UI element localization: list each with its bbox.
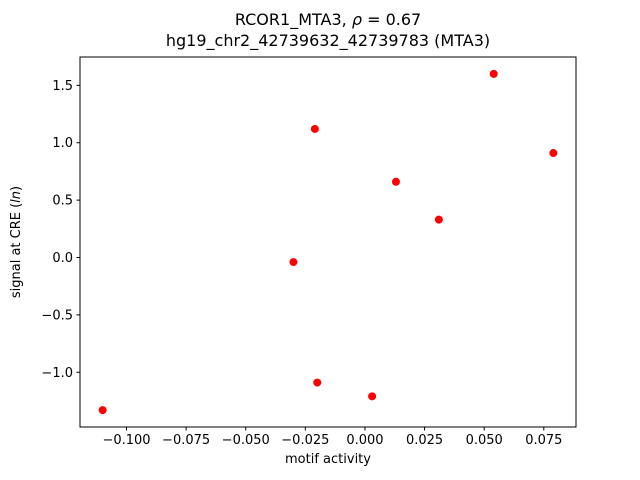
y-tick-label: −0.5 bbox=[41, 308, 73, 323]
y-axis-label: signal at CRE (ln) bbox=[9, 186, 24, 298]
x-tick-label: 0.050 bbox=[466, 433, 503, 448]
data-point bbox=[489, 69, 498, 78]
x-axis-label: motif activity bbox=[285, 452, 371, 467]
y-tick-label: −1.0 bbox=[41, 366, 73, 381]
title-line-1-prefix: RCOR1_MTA3, bbox=[234, 10, 352, 29]
x-tick-label: 0.025 bbox=[406, 433, 443, 448]
title-rho-symbol: ρ bbox=[351, 10, 362, 29]
data-point bbox=[98, 406, 107, 415]
x-tick-label: −0.075 bbox=[162, 433, 210, 448]
data-point bbox=[434, 215, 443, 224]
title-line-1: RCOR1_MTA3, ρ = 0.67 bbox=[80, 9, 576, 30]
x-tick-label: 0.075 bbox=[525, 433, 562, 448]
x-tick-label: 0.000 bbox=[346, 433, 383, 448]
data-point bbox=[368, 392, 377, 401]
title-line-2: hg19_chr2_42739632_42739783 (MTA3) bbox=[165, 31, 491, 50]
y-tick-label: 0.0 bbox=[52, 251, 73, 266]
data-point bbox=[549, 149, 558, 158]
x-tick-label: −0.025 bbox=[281, 433, 329, 448]
data-point bbox=[313, 378, 322, 387]
axes-border bbox=[79, 56, 577, 428]
title-line-1-suffix: = 0.67 bbox=[361, 10, 422, 29]
x-tick-label: −0.050 bbox=[222, 433, 270, 448]
y-tick-label: 0.5 bbox=[52, 194, 73, 209]
chart-title: RCOR1_MTA3, ρ = 0.67 hg19_chr2_42739632_… bbox=[80, 9, 576, 51]
y-tick-label: 1.5 bbox=[52, 79, 73, 94]
data-point bbox=[391, 177, 400, 186]
data-point bbox=[289, 258, 298, 267]
data-point bbox=[310, 124, 319, 133]
x-tick-label: −0.100 bbox=[102, 433, 150, 448]
y-tick-label: 1.0 bbox=[52, 136, 73, 151]
